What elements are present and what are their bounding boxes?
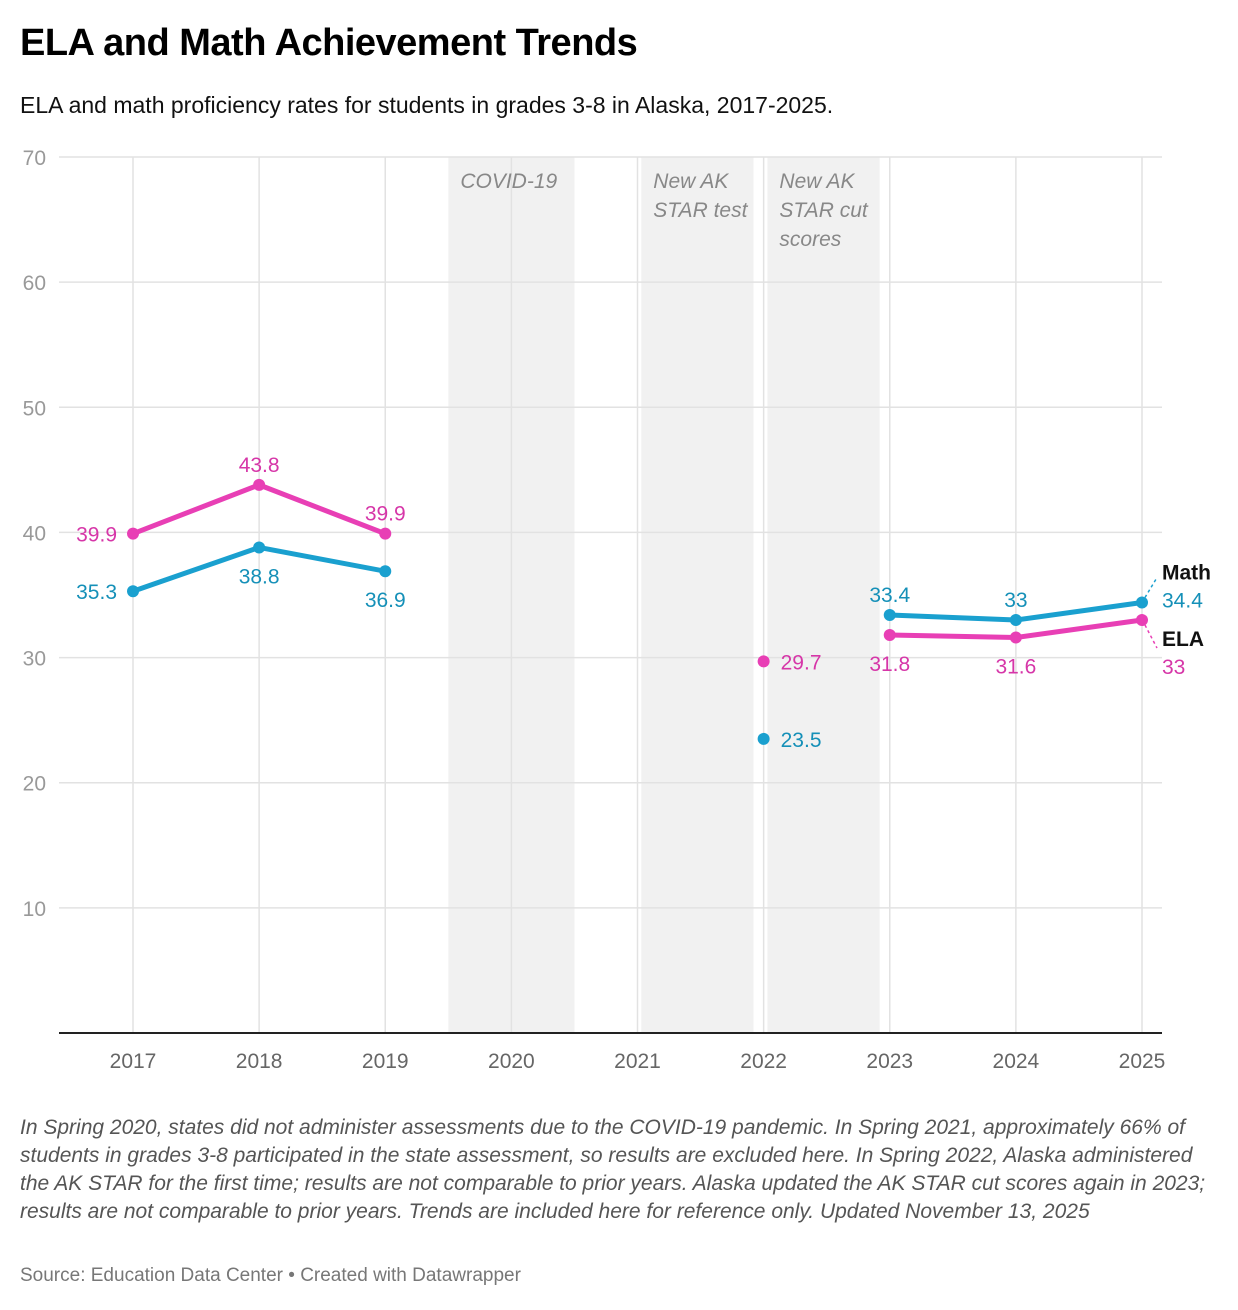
annotation-label: STAR cut xyxy=(779,199,868,222)
x-tick-label: 2020 xyxy=(488,1050,535,1073)
y-tick-label: 60 xyxy=(23,272,46,295)
data-label-ela: 29.7 xyxy=(781,651,822,674)
x-tick-label: 2024 xyxy=(993,1050,1040,1073)
annotation-label: STAR test xyxy=(653,199,748,222)
data-label-ela: 33 xyxy=(1162,656,1185,679)
data-label-math: 38.8 xyxy=(239,565,280,588)
series-name-label: ELA xyxy=(1162,628,1204,651)
data-point-math xyxy=(127,585,139,598)
data-point-ela xyxy=(1009,631,1022,644)
label-leader-ela xyxy=(1144,624,1158,649)
x-tick-label: 2018 xyxy=(236,1050,283,1073)
data-point-math xyxy=(883,609,896,622)
annotation-band xyxy=(767,157,880,1033)
data-label-ela: 31.8 xyxy=(869,653,910,676)
chart-subtitle: ELA and math proficiency rates for stude… xyxy=(20,92,834,118)
chart-title: ELA and Math Achievement Trends xyxy=(20,22,638,64)
annotation-label: scores xyxy=(779,228,841,251)
x-tick-label: 2022 xyxy=(740,1050,787,1073)
series-name-label: Math xyxy=(1162,562,1211,585)
x-tick-label: 2021 xyxy=(614,1050,661,1073)
data-label-ela: 39.9 xyxy=(76,524,117,547)
data-label-ela: 39.9 xyxy=(365,503,406,526)
data-point-math xyxy=(379,565,392,578)
data-point-ela xyxy=(1136,614,1148,627)
annotation-label: New AK xyxy=(779,170,855,193)
data-label-math: 35.3 xyxy=(76,581,117,604)
y-tick-label: 20 xyxy=(23,773,46,796)
y-tick-label: 40 xyxy=(23,522,46,545)
data-point-math xyxy=(757,732,770,745)
data-label-ela: 31.6 xyxy=(995,656,1036,679)
y-tick-label: 70 xyxy=(23,147,46,170)
data-point-math xyxy=(1009,614,1022,627)
x-tick-label: 2023 xyxy=(866,1050,913,1073)
data-label-math: 23.5 xyxy=(781,729,822,752)
data-point-ela xyxy=(379,527,392,540)
data-point-math xyxy=(1136,596,1148,609)
data-label-math: 34.4 xyxy=(1162,590,1203,613)
data-point-ela xyxy=(127,527,139,540)
y-tick-label: 50 xyxy=(23,397,46,420)
annotation-band xyxy=(641,157,754,1033)
chart-source: Source: Education Data Center • Created … xyxy=(20,1265,521,1286)
data-point-ela xyxy=(757,655,770,668)
data-label-math: 36.9 xyxy=(365,589,406,612)
x-tick-label: 2017 xyxy=(110,1050,157,1073)
data-point-ela xyxy=(253,478,266,491)
y-tick-label: 30 xyxy=(23,648,46,671)
data-label-math: 33.4 xyxy=(869,584,910,607)
label-leader-math xyxy=(1144,577,1158,598)
data-label-ela: 43.8 xyxy=(239,454,280,477)
chart-note: In Spring 2020, states did not administe… xyxy=(20,1116,1206,1223)
annotation-label: New AK xyxy=(653,170,729,193)
data-point-ela xyxy=(883,629,896,642)
x-tick-label: 2025 xyxy=(1119,1050,1166,1073)
y-tick-label: 10 xyxy=(23,898,46,921)
data-point-math xyxy=(253,541,266,554)
annotation-label: COVID-19 xyxy=(460,170,557,193)
x-tick-label: 2019 xyxy=(362,1050,409,1073)
data-label-math: 33 xyxy=(1004,589,1027,612)
